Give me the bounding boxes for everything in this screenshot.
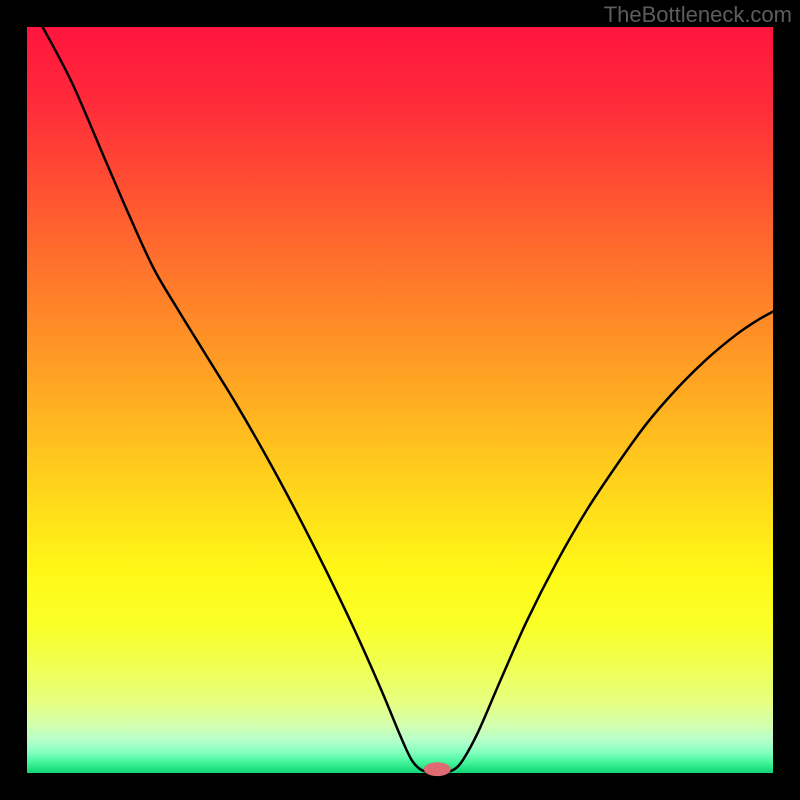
plot-background-gradient <box>27 27 773 773</box>
chart-container: TheBottleneck.com <box>0 0 800 800</box>
watermark-text: TheBottleneck.com <box>604 2 792 28</box>
bottleneck-curve-chart <box>0 0 800 800</box>
optimum-marker <box>424 762 451 776</box>
